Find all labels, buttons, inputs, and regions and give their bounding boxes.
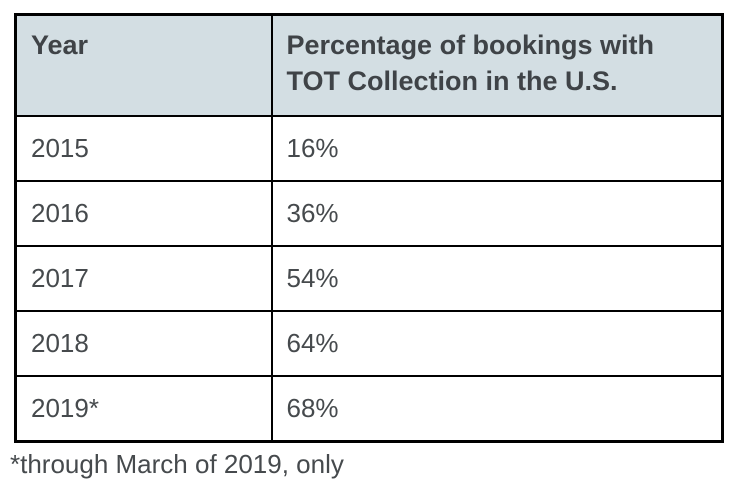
header-cell-percentage: Percentage of bookings with TOT Collecti… bbox=[270, 13, 724, 117]
year-cell: 2017 bbox=[14, 245, 273, 312]
table-row: 2016 36% bbox=[14, 180, 724, 247]
header-row: Year Percentage of bookings with TOT Col… bbox=[14, 13, 724, 117]
table-row: 2017 54% bbox=[14, 245, 724, 312]
percentage-cell: 54% bbox=[270, 245, 724, 312]
tot-bookings-table: Year Percentage of bookings with TOT Col… bbox=[14, 13, 724, 443]
header-cell-year: Year bbox=[14, 13, 273, 117]
year-cell: 2018 bbox=[14, 310, 273, 377]
table-row: 2015 16% bbox=[14, 115, 724, 182]
table-row: 2019* 68% bbox=[14, 375, 724, 443]
year-cell: 2016 bbox=[14, 180, 273, 247]
percentage-cell: 36% bbox=[270, 180, 724, 247]
footnote: *through March of 2019, only bbox=[10, 449, 344, 479]
percentage-cell: 64% bbox=[270, 310, 724, 377]
year-cell: 2015 bbox=[14, 115, 273, 182]
year-cell: 2019* bbox=[14, 375, 273, 443]
percentage-cell: 16% bbox=[270, 115, 724, 182]
percentage-cell: 68% bbox=[270, 375, 724, 443]
table-row: 2018 64% bbox=[14, 310, 724, 377]
